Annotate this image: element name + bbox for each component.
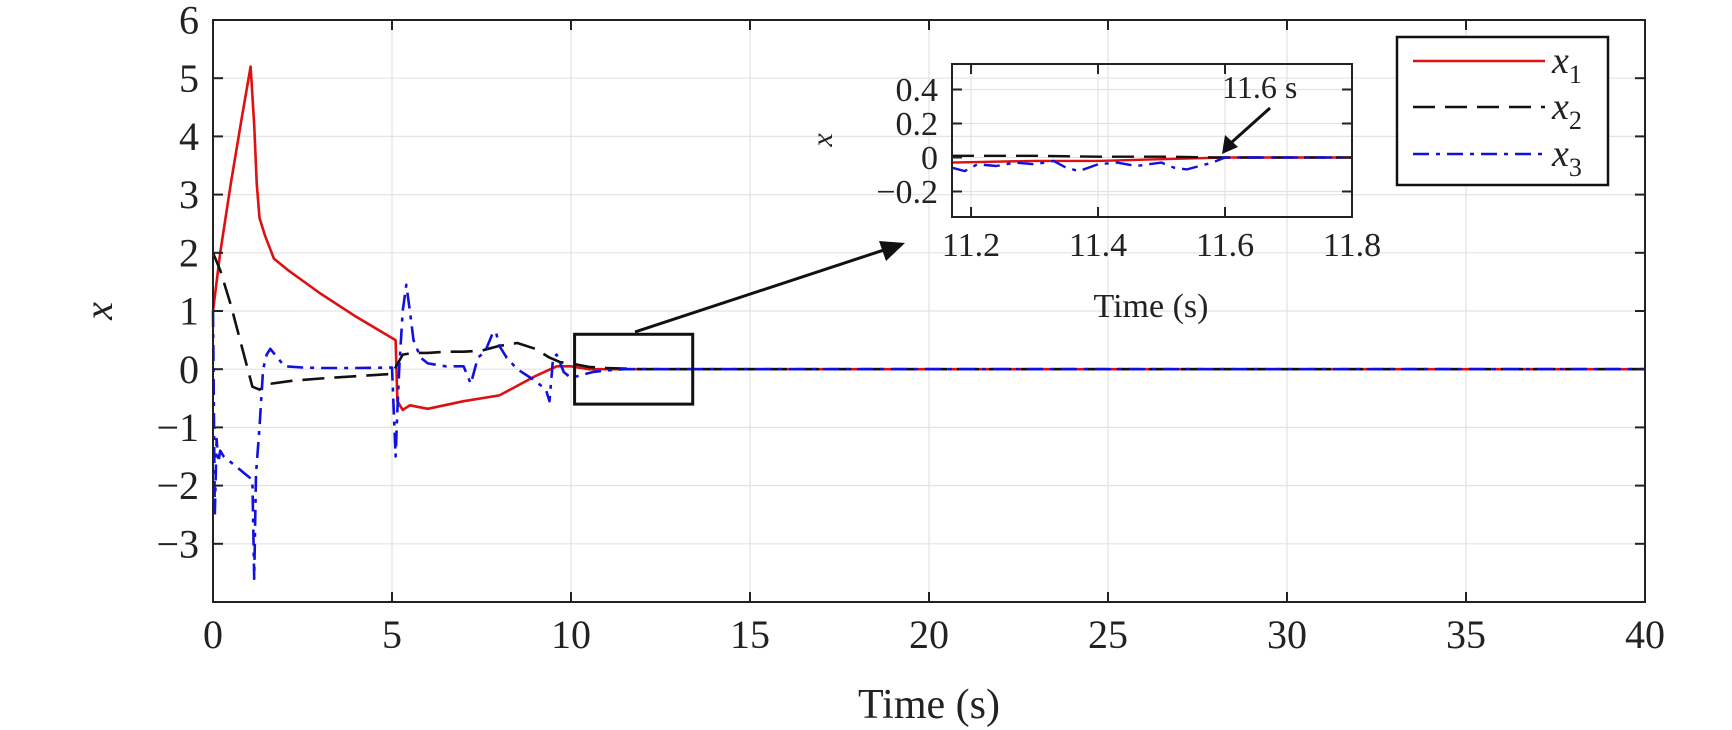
inset-series-line-3 [951,156,1352,173]
inset-series-group [951,154,1352,173]
legend-label-x2: x2 [1551,86,1582,135]
legend: x1 x2 x3 [1395,35,1610,187]
inset-y-axis-label: x [806,133,839,148]
main-y-tick-label: 3 [179,172,199,217]
x-axis-label: Time (s) [858,682,1000,728]
main-y-tick-label: 5 [179,56,199,101]
main-y-tick-label: −1 [156,405,199,450]
main-x-tick-label: 30 [1267,612,1307,657]
inset-plot-frame [951,63,1353,218]
inset-annotation-arrow-line [1230,106,1272,144]
main-y-tick-label: 0 [179,347,199,392]
inset-x-ticks: 11.2 11.4 11.6 11.8 [942,64,1381,264]
main-x-tick-label: 10 [551,612,591,657]
main-x-tick-label: 0 [203,612,223,657]
main-series-line-2 [211,252,1645,391]
zoom-arrow-head [879,241,905,261]
legend-label-x3: x3 [1551,133,1582,182]
inset-annotation-label: 11.6 s [1222,69,1297,105]
main-y-tick-label: 2 [179,230,199,275]
main-x-tick-label: 15 [730,612,770,657]
inset-y-tick-label: 0.4 [896,72,939,109]
main-y-tick-label: 6 [179,0,199,43]
zoom-box [573,332,695,406]
inset-y-tick-label: 0.2 [896,106,939,143]
main-x-tick-label: 40 [1625,612,1665,657]
main-series-line-1 [211,65,1645,412]
main-x-tick-label: 5 [382,612,402,657]
y-axis-label: x [76,302,121,321]
zoom-arrow-line [634,245,894,334]
main-x-tick-label: 25 [1088,612,1128,657]
main-y-ticks: 6 5 4 3 2 1 0 −1 −2 −3 [156,0,1645,566]
inset-x-tick-label: 11.6 [1196,227,1254,264]
main-y-tick-label: −2 [156,463,199,508]
inset-y-tick-label: −0.2 [876,174,938,211]
inset-x-axis-label: Time (s) [1094,288,1209,325]
inset-x-tick-label: 11.2 [942,227,1000,264]
inset-x-tick-label: 11.8 [1323,227,1381,264]
main-x-tick-label: 35 [1446,612,1486,657]
main-series-line-3 [211,283,1645,581]
main-y-tick-label: 1 [179,289,199,334]
inset-y-tick-label: 0 [921,140,938,177]
main-y-tick-label: −3 [156,521,199,566]
main-x-ticks: 0 5 10 15 20 25 30 35 40 [203,20,1665,657]
inset-annotation-arrow-head [1222,135,1238,154]
inset-x-tick-label: 11.4 [1069,227,1127,264]
main-y-tick-label: 4 [179,114,199,159]
legend-label-x1: x1 [1551,40,1582,89]
inset-y-ticks: 0.40.20−0.2 [876,72,1352,211]
main-x-tick-label: 20 [909,612,949,657]
main-series-group [211,65,1645,581]
